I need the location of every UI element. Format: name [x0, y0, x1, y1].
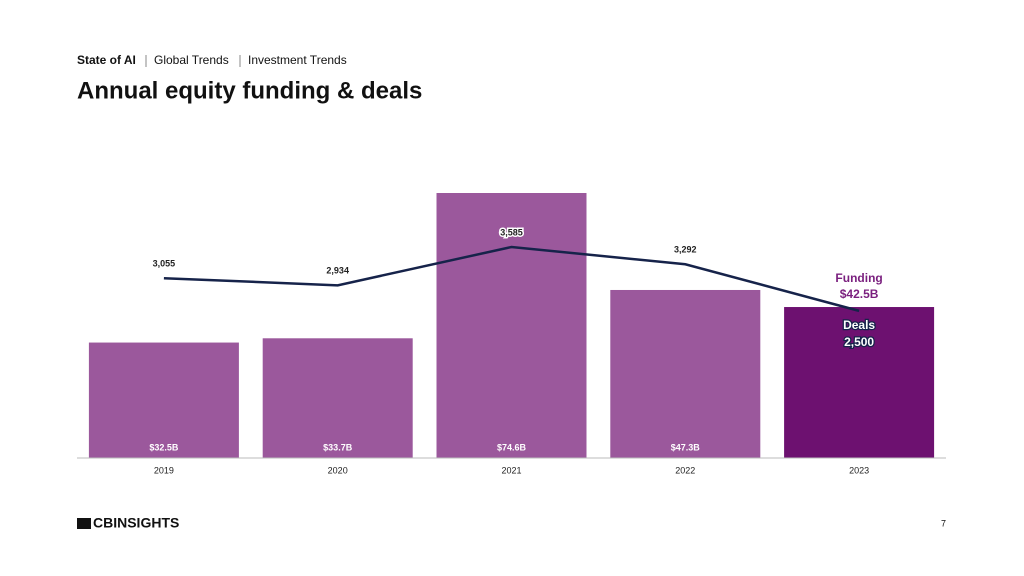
line-value-label: 3,055 [153, 259, 176, 269]
chart: 2019 2020 2021 2022 2023 $32.5B $33.7B $74.6B $4… [77, 193, 946, 475]
bar-value-label: $74.6B [497, 442, 527, 452]
breadcrumb: State of AI Global Trends Investment Tre… [77, 53, 347, 67]
line-value-label: 2,934 [326, 266, 349, 276]
breadcrumb-item: Global Trends [154, 53, 229, 67]
bar-value-label: $32.5B [149, 442, 179, 452]
logo-mark [77, 518, 91, 529]
title: Annual equity funding & deals [77, 77, 422, 104]
bar [262, 338, 413, 458]
bar-value-label: $47.3B [671, 442, 701, 452]
breadcrumb-item: Investment Trends [248, 53, 347, 67]
series-annotation: Deals [843, 318, 875, 332]
series-annotation: Funding [835, 271, 882, 285]
x-tick-label: 2019 [154, 465, 174, 475]
x-tick-label: 2022 [675, 465, 695, 475]
bar [610, 289, 761, 458]
x-tick-label: 2021 [501, 465, 521, 475]
breadcrumb-item: State of AI [77, 53, 136, 67]
bar [436, 193, 587, 458]
deals-line [163, 245, 860, 313]
logo: CBINSIGHTS [93, 515, 179, 531]
line-value-label: 2,500 [844, 335, 874, 349]
bar-value-label: $33.7B [323, 442, 353, 452]
line-value-label: 3,292 [674, 245, 697, 255]
x-tick-label: 2023 [849, 465, 869, 475]
bar-value-label: $42.5B [840, 287, 879, 301]
bar [88, 342, 239, 458]
x-tick-label: 2020 [328, 465, 348, 475]
bar [784, 307, 935, 458]
line-value-label: 3,585 [500, 227, 523, 237]
page-number: 7 [941, 518, 946, 528]
